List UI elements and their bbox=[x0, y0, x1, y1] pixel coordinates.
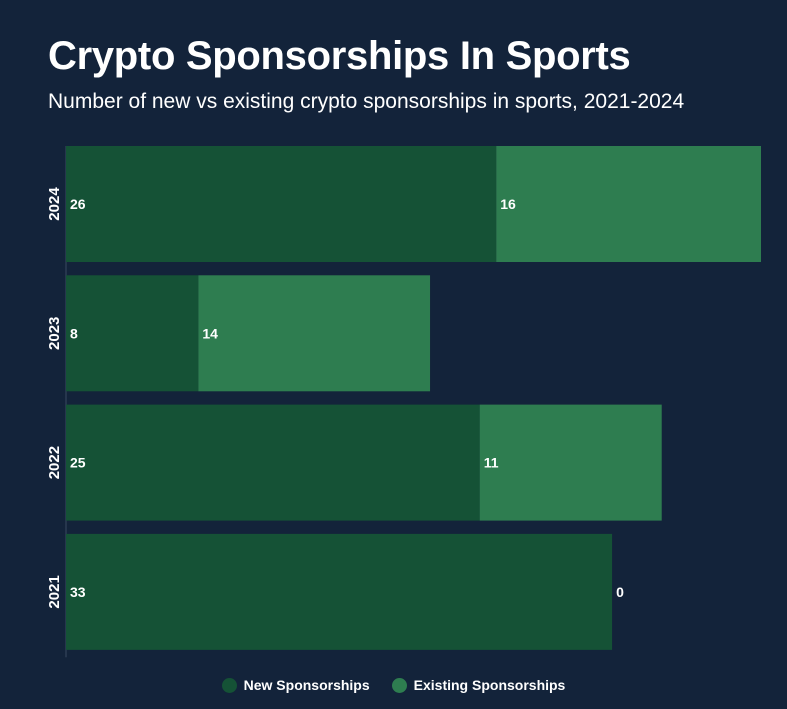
data-label-existing-2024: 16 bbox=[500, 196, 516, 212]
legend-dot-existing-icon bbox=[391, 677, 407, 693]
bar-new-2022[interactable] bbox=[66, 404, 480, 521]
legend-item-new[interactable]: New Sponsorships bbox=[221, 677, 370, 693]
legend-label-new: New Sponsorships bbox=[243, 677, 370, 693]
data-label-new-2022: 25 bbox=[70, 455, 86, 471]
data-label-new-2024: 26 bbox=[70, 196, 86, 212]
data-label-existing-2022: 11 bbox=[484, 455, 499, 471]
bar-new-2023[interactable] bbox=[66, 275, 199, 392]
chart-subtitle: Number of new vs existing crypto sponsor… bbox=[48, 90, 685, 113]
bar-existing-2022[interactable] bbox=[479, 404, 662, 521]
y-tick-label-2022: 2022 bbox=[46, 446, 63, 479]
chart-title: Crypto Sponsorships In Sports bbox=[48, 34, 631, 78]
y-tick-label-2023: 2023 bbox=[46, 317, 63, 350]
y-tick-label-2021: 2021 bbox=[46, 575, 63, 608]
data-label-existing-2023: 14 bbox=[202, 325, 218, 341]
bar-existing-2023[interactable] bbox=[198, 275, 431, 392]
legend-dot-new-icon bbox=[221, 677, 237, 693]
data-label-existing-2021: 0 bbox=[616, 584, 624, 600]
bar-new-2021[interactable] bbox=[66, 533, 613, 650]
bar-existing-2024[interactable] bbox=[496, 146, 761, 262]
legend-item-existing[interactable]: Existing Sponsorships bbox=[391, 677, 566, 693]
bar-new-2024[interactable] bbox=[66, 146, 497, 262]
y-tick-label-2024: 2024 bbox=[46, 187, 63, 221]
data-label-new-2023: 8 bbox=[70, 325, 78, 341]
legend-label-existing: Existing Sponsorships bbox=[413, 677, 566, 693]
data-label-new-2021: 33 bbox=[70, 584, 86, 600]
chart-legend: New Sponsorships Existing Sponsorships bbox=[0, 677, 787, 693]
